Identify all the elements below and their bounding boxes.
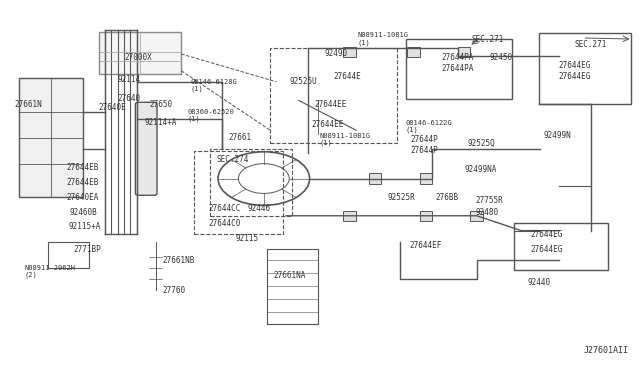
Text: 92450: 92450: [490, 53, 513, 62]
Text: 92499NA: 92499NA: [464, 165, 497, 174]
Text: SEC.271: SEC.271: [472, 35, 504, 44]
Text: 92525Q: 92525Q: [467, 139, 495, 148]
Text: 27644EB: 27644EB: [67, 178, 99, 187]
Text: SEC.274: SEC.274: [216, 155, 248, 164]
Text: 27644EB: 27644EB: [67, 163, 99, 172]
Text: 27640EA: 27640EA: [67, 193, 99, 202]
Text: 27650: 27650: [149, 100, 173, 109]
Text: 27644EG: 27644EG: [531, 245, 563, 254]
Text: 92446: 92446: [248, 204, 271, 213]
Text: 27644EG: 27644EG: [558, 72, 591, 81]
Text: 27661N: 27661N: [14, 100, 42, 109]
Text: 27640E: 27640E: [99, 103, 126, 112]
FancyBboxPatch shape: [343, 47, 356, 57]
Text: 27644EF: 27644EF: [410, 241, 442, 250]
FancyBboxPatch shape: [369, 173, 381, 184]
Text: SEC.271: SEC.271: [574, 40, 606, 49]
Text: 276BB: 276BB: [435, 193, 459, 202]
Text: 92525R: 92525R: [388, 193, 415, 202]
Text: 08146-6128G
(1): 08146-6128G (1): [191, 79, 237, 92]
Text: 27000X: 27000X: [124, 53, 152, 62]
Text: 92490: 92490: [324, 49, 348, 58]
Text: 27644EE: 27644EE: [312, 120, 344, 129]
Text: J27601AII: J27601AII: [584, 346, 628, 355]
Text: 92440: 92440: [527, 278, 551, 287]
Text: 92115: 92115: [235, 234, 259, 243]
Text: 08146-6122G
(1): 08146-6122G (1): [406, 120, 452, 133]
Text: N08911-10B1G
(1): N08911-10B1G (1): [319, 133, 370, 146]
Text: 27644P: 27644P: [410, 146, 438, 155]
FancyBboxPatch shape: [420, 211, 432, 221]
Text: 27661: 27661: [229, 133, 252, 142]
FancyBboxPatch shape: [343, 211, 356, 221]
Text: 27644PA: 27644PA: [442, 53, 474, 62]
Text: 27644E: 27644E: [333, 72, 362, 81]
FancyBboxPatch shape: [407, 47, 420, 57]
Text: 27644P: 27644P: [410, 135, 438, 144]
Text: 27644EG: 27644EG: [531, 230, 563, 239]
Text: 27644PA: 27644PA: [442, 64, 474, 73]
Text: 27644EG: 27644EG: [558, 61, 591, 70]
Text: 92480: 92480: [476, 208, 499, 217]
Text: N08911-2062H
(2): N08911-2062H (2): [24, 265, 75, 278]
Text: 27644C0: 27644C0: [209, 219, 241, 228]
Text: 92525U: 92525U: [289, 77, 317, 86]
Text: 92460B: 92460B: [70, 208, 98, 217]
Text: 27661NB: 27661NB: [162, 256, 195, 265]
Text: 08360-62520
(1): 08360-62520 (1): [188, 109, 234, 122]
FancyBboxPatch shape: [420, 173, 432, 184]
Text: N08911-1081G
(1): N08911-1081G (1): [357, 32, 408, 46]
Text: 27755R: 27755R: [476, 196, 503, 205]
Text: 27644EE: 27644EE: [315, 100, 347, 109]
FancyBboxPatch shape: [19, 78, 83, 197]
Text: 27644CC: 27644CC: [209, 204, 241, 213]
Text: 27661NA: 27661NA: [273, 271, 306, 280]
FancyBboxPatch shape: [458, 47, 470, 57]
Text: 27760: 27760: [162, 286, 185, 295]
FancyBboxPatch shape: [136, 102, 157, 195]
Text: 92114: 92114: [118, 76, 141, 84]
Text: 27640: 27640: [118, 94, 141, 103]
Text: 92115+A: 92115+A: [68, 222, 101, 231]
FancyBboxPatch shape: [99, 32, 181, 74]
Text: 92114+A: 92114+A: [145, 118, 177, 127]
Text: 92499N: 92499N: [543, 131, 572, 140]
FancyBboxPatch shape: [470, 211, 483, 221]
Text: 2771BP: 2771BP: [73, 245, 101, 254]
